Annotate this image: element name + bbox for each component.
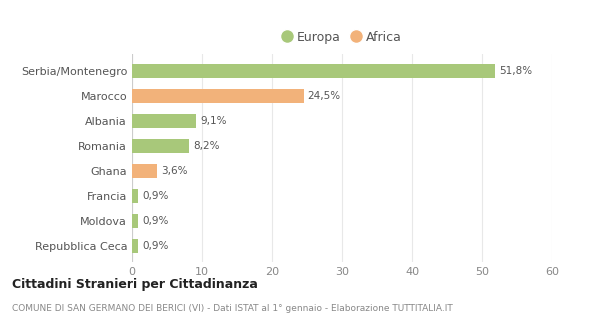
Text: 3,6%: 3,6%	[161, 166, 188, 176]
Bar	[132, 114, 196, 128]
Text: 51,8%: 51,8%	[499, 66, 532, 76]
Text: COMUNE DI SAN GERMANO DEI BERICI (VI) - Dati ISTAT al 1° gennaio - Elaborazione : COMUNE DI SAN GERMANO DEI BERICI (VI) - …	[12, 304, 453, 313]
Bar	[132, 239, 139, 253]
Text: Cittadini Stranieri per Cittadinanza: Cittadini Stranieri per Cittadinanza	[12, 278, 258, 292]
Text: 24,5%: 24,5%	[308, 91, 341, 101]
Bar	[132, 139, 190, 153]
Text: 0,9%: 0,9%	[143, 241, 169, 251]
Bar	[132, 164, 157, 178]
Text: 8,2%: 8,2%	[194, 141, 220, 151]
Legend: Europa, Africa: Europa, Africa	[282, 31, 402, 44]
Bar	[132, 64, 494, 78]
Bar	[132, 189, 139, 203]
Bar	[132, 214, 139, 228]
Text: 0,9%: 0,9%	[143, 191, 169, 201]
Text: 0,9%: 0,9%	[143, 216, 169, 226]
Text: 9,1%: 9,1%	[200, 116, 226, 126]
Bar	[132, 89, 304, 103]
